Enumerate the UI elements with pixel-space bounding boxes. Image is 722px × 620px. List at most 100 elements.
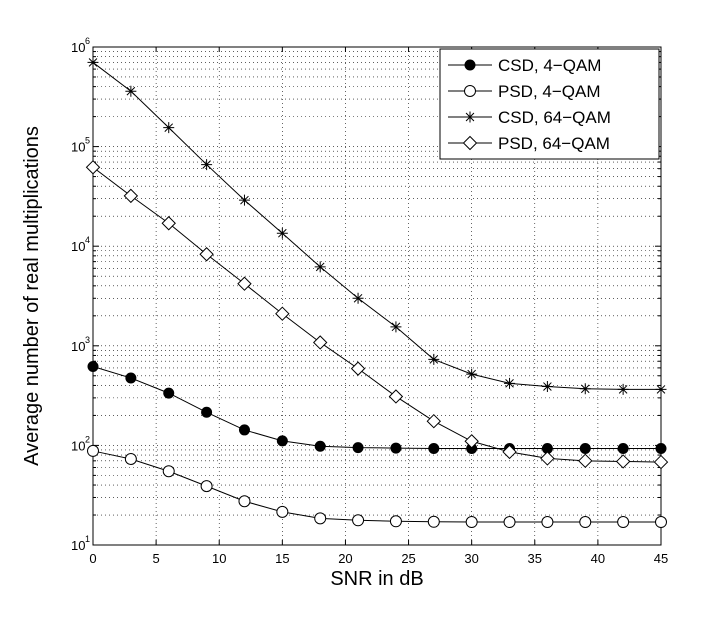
data-point bbox=[466, 368, 478, 380]
data-point bbox=[201, 159, 213, 171]
y-tick-label-exponent: 5 bbox=[85, 136, 90, 146]
data-point bbox=[314, 261, 326, 273]
y-tick-label-base: 10 bbox=[71, 538, 85, 553]
legend-label: CSD, 4−QAM bbox=[498, 56, 601, 75]
data-point bbox=[540, 451, 555, 466]
data-point bbox=[578, 453, 593, 469]
x-tick-label: 15 bbox=[275, 551, 289, 566]
x-tick-label: 0 bbox=[89, 551, 96, 566]
data-point bbox=[314, 512, 327, 525]
data-point bbox=[275, 306, 290, 321]
data-point bbox=[238, 194, 250, 206]
y-tick-label-base: 10 bbox=[71, 339, 85, 354]
y-axis-title: Average number of real multiplications bbox=[21, 126, 43, 466]
x-tick-label: 45 bbox=[654, 551, 668, 566]
data-point bbox=[312, 335, 328, 350]
series-line bbox=[92, 62, 661, 390]
data-point bbox=[201, 406, 213, 418]
data-point bbox=[428, 443, 440, 455]
series-line bbox=[92, 450, 661, 523]
data-point bbox=[617, 443, 629, 455]
data-point bbox=[655, 383, 667, 395]
data-point bbox=[428, 353, 440, 365]
data-point bbox=[579, 383, 591, 395]
y-tick-label-base: 10 bbox=[71, 239, 85, 254]
data-point bbox=[200, 480, 213, 493]
data-point bbox=[163, 122, 175, 134]
data-point bbox=[389, 515, 402, 528]
y-tick-label: 10 3 bbox=[71, 335, 90, 354]
x-tick-label: 20 bbox=[338, 551, 352, 566]
data-point bbox=[350, 361, 366, 376]
x-tick-label: 25 bbox=[401, 551, 415, 566]
legend-label: PSD, 64−QAM bbox=[498, 134, 610, 153]
y-tick-label: 10 2 bbox=[71, 434, 90, 453]
y-tick-label: 10 5 bbox=[71, 136, 90, 155]
series-layer bbox=[85, 56, 669, 529]
y-tick-label-base: 10 bbox=[71, 140, 85, 155]
y-tick-label-exponent: 2 bbox=[85, 434, 90, 444]
data-point bbox=[390, 321, 402, 333]
legend-label: PSD, 4−QAM bbox=[498, 82, 601, 101]
data-point bbox=[162, 465, 175, 478]
data-point bbox=[617, 383, 629, 395]
legend-box bbox=[439, 48, 660, 160]
data-point bbox=[388, 389, 404, 404]
y-tick-label-exponent: 6 bbox=[85, 36, 90, 46]
x-axis-title: SNR in dB bbox=[330, 568, 423, 590]
data-point bbox=[655, 516, 667, 529]
y-tick-label-base: 10 bbox=[71, 438, 85, 453]
data-point bbox=[125, 372, 137, 384]
data-point bbox=[238, 424, 250, 436]
data-point bbox=[276, 505, 289, 518]
legend-marker bbox=[464, 111, 476, 123]
data-point bbox=[653, 454, 669, 470]
grid-layer bbox=[93, 47, 661, 545]
data-point bbox=[85, 160, 101, 175]
data-point bbox=[390, 442, 402, 454]
legend-entry: CSD, 4−QAM bbox=[448, 56, 601, 75]
data-point bbox=[352, 442, 364, 454]
plot-frame bbox=[92, 46, 662, 546]
data-point bbox=[87, 360, 99, 372]
x-tick-label: 5 bbox=[152, 551, 159, 566]
data-point bbox=[352, 292, 364, 304]
data-point bbox=[276, 227, 288, 239]
data-point bbox=[502, 444, 517, 460]
legend-entry: PSD, 4−QAM bbox=[448, 82, 601, 101]
legend-marker bbox=[464, 59, 476, 71]
series-line bbox=[92, 166, 662, 463]
y-tick-label: 10 4 bbox=[71, 235, 90, 254]
series-4 bbox=[85, 160, 669, 470]
legend-entry: CSD, 64−QAM bbox=[448, 108, 611, 127]
y-tick-label: 10 6 bbox=[71, 36, 90, 55]
data-point bbox=[426, 413, 442, 429]
data-point bbox=[276, 435, 288, 447]
legend: CSD, 4−QAM PSD, 4−QAM CSD, 64−QAM PSD, 64−Q… bbox=[439, 48, 660, 160]
data-point bbox=[163, 387, 175, 399]
data-point bbox=[579, 516, 592, 529]
data-point bbox=[541, 516, 554, 529]
legend-marker bbox=[464, 85, 476, 97]
series-3 bbox=[87, 56, 667, 395]
data-point bbox=[464, 434, 479, 449]
y-tick-label-exponent: 4 bbox=[85, 235, 90, 245]
series-2 bbox=[87, 444, 667, 529]
data-point bbox=[161, 216, 176, 231]
x-tick-label: 40 bbox=[591, 551, 605, 566]
x-tick-label: 35 bbox=[528, 551, 542, 566]
y-tick-label-exponent: 3 bbox=[85, 335, 90, 345]
y-tick-label-exponent: 1 bbox=[85, 534, 90, 544]
data-point bbox=[655, 443, 667, 455]
legend-label: CSD, 64−QAM bbox=[498, 108, 611, 127]
data-point bbox=[541, 381, 553, 393]
data-point bbox=[615, 454, 631, 469]
legend-entry: PSD, 64−QAM bbox=[448, 134, 610, 153]
x-tick-label: 10 bbox=[212, 551, 226, 566]
data-point bbox=[504, 377, 516, 389]
data-point bbox=[87, 56, 99, 68]
x-tick-label: 30 bbox=[464, 551, 478, 566]
data-point bbox=[465, 516, 478, 529]
data-point bbox=[579, 443, 591, 455]
